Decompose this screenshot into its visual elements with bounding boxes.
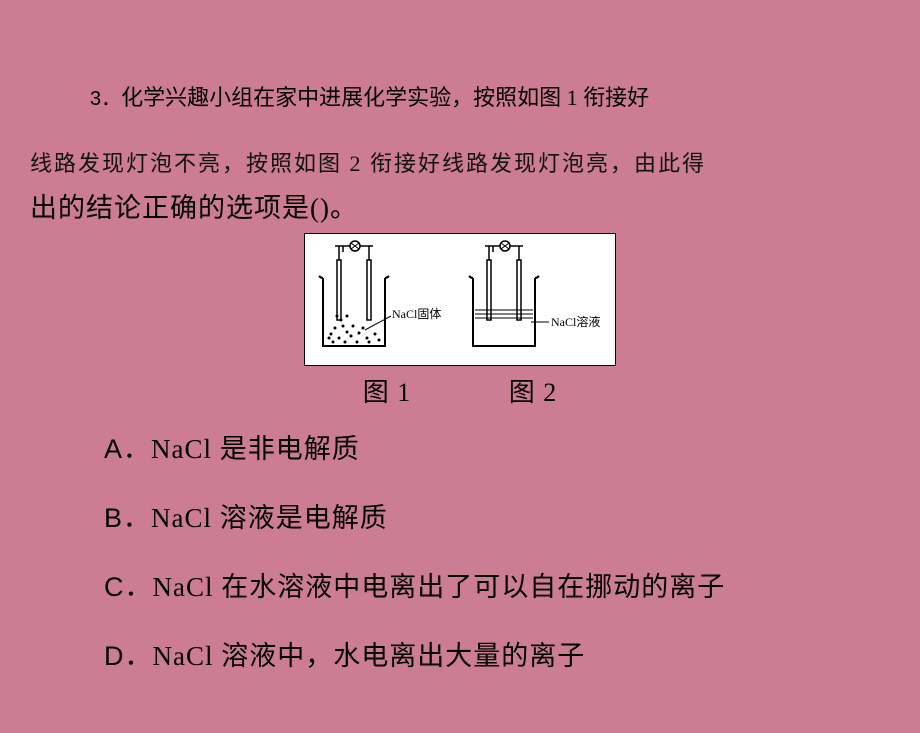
option-c-letter: C．: [104, 572, 153, 602]
option-b-text: NaCl 溶液是电解质: [151, 503, 388, 533]
figure-captions: 图 1 图 2: [30, 372, 890, 409]
label-solution: NaCl溶液: [551, 314, 600, 329]
question-line-3: 出的结论正确的选项是()。: [30, 186, 890, 225]
question-line-2: 线路发现灯泡不亮，按照如图 2 衔接好线路发现灯泡亮，由此得: [30, 146, 890, 178]
option-c-text: NaCl 在水溶液中电离出了可以自在挪动的离子: [153, 572, 726, 602]
option-a-letter: A．: [104, 434, 151, 464]
option-d-text: NaCl 溶液中，水电离出大量的离子: [153, 641, 586, 671]
figure-1: NaCl固体: [315, 238, 455, 356]
figure-area: NaCl固体: [30, 233, 890, 409]
question-number: 3．: [90, 88, 121, 110]
question-text-1: 化学兴趣小组在家中进展化学实验，按照如图 1 衔接好: [121, 85, 649, 110]
option-d-letter: D．: [104, 641, 153, 671]
caption-1: 图 1: [363, 372, 412, 409]
option-b-letter: B．: [104, 503, 151, 533]
question-line-1: 3．化学兴趣小组在家中进展化学实验，按照如图 1 衔接好: [90, 80, 890, 112]
label-solid: NaCl固体: [392, 307, 441, 321]
caption-2: 图 2: [509, 372, 558, 409]
option-b: B．NaCl 溶液是电解质: [104, 496, 890, 535]
option-a-text: NaCl 是非电解质: [151, 434, 360, 464]
options-list: A．NaCl 是非电解质 B．NaCl 溶液是电解质 C．NaCl 在水溶液中电…: [104, 427, 890, 673]
option-c: C．NaCl 在水溶液中电离出了可以自在挪动的离子: [104, 565, 890, 604]
option-d: D．NaCl 溶液中，水电离出大量的离子: [104, 634, 890, 673]
question-block: 3．化学兴趣小组在家中进展化学实验，按照如图 1 衔接好 线路发现灯泡不亮，按照…: [0, 0, 920, 733]
option-a: A．NaCl 是非电解质: [104, 427, 890, 466]
figure-image: NaCl固体: [304, 233, 616, 366]
figure-2: NaCl溶液: [465, 238, 605, 356]
